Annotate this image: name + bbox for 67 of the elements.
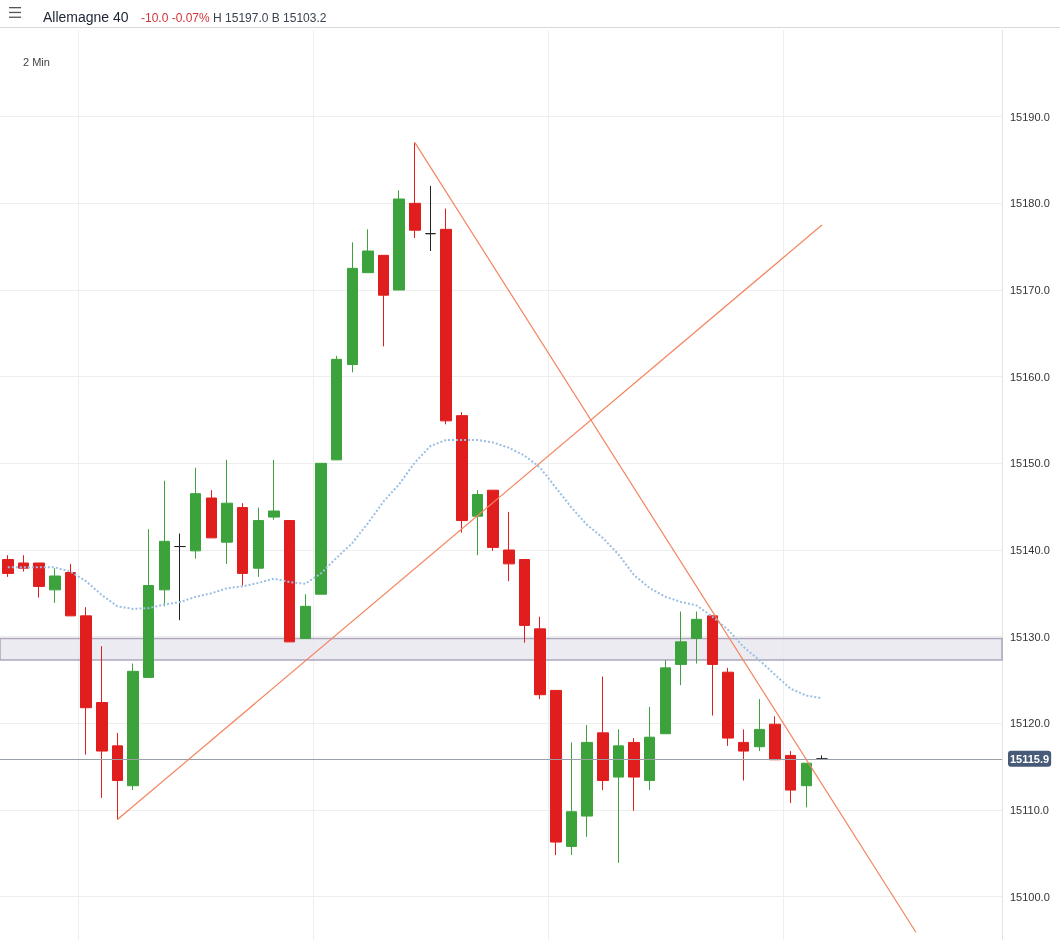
candlestick [769,715,781,761]
candlestick [534,616,546,700]
candlestick [33,562,45,599]
y-tick-label: 15100.0 [1010,890,1050,903]
candlestick [472,489,483,556]
chart-subtitle: -10.0 -0.07% H 15197.0 B 15103.2 [141,11,327,25]
candlestick [675,611,687,686]
candlestick [174,533,186,621]
candlestick [143,528,154,678]
candlestick [566,741,577,856]
candlestick [440,208,452,425]
candlestick [503,511,515,582]
candlestick [581,724,593,838]
candlestick [2,554,14,578]
candlestick [519,559,530,644]
candlestick [785,750,796,804]
candlestick [393,189,405,291]
candlestick [206,489,217,539]
y-tick-label: 15110.0 [1010,804,1049,816]
candlestick [754,698,765,752]
candlestick [425,185,436,252]
candlestick [237,502,248,587]
candlestick [628,737,640,812]
candlestick [253,507,264,578]
candlestick [378,254,389,347]
candlestick [65,563,76,617]
candlestick [644,706,655,791]
candlestick [284,520,295,643]
candlestick [268,459,280,521]
candlestick [613,728,624,864]
candlestick [660,659,671,735]
candlestick [80,606,92,756]
candlestick [315,462,327,595]
chart-title: Allemagne 40 [43,9,129,25]
candlestick [456,411,468,534]
y-tick-label: 15160.0 [1010,370,1050,383]
candlestick [816,754,828,760]
candlestick [801,762,812,808]
line-series [6,438,823,700]
candlestick [112,732,123,821]
candlestick [221,459,233,565]
candlestick [159,480,170,607]
candlestick [738,728,749,782]
y-tick-label: 15150.0 [1010,457,1050,470]
candlestick [707,615,718,717]
y-tick-label: 15130.0 [1010,630,1050,643]
candlestick [300,593,311,639]
annotation: 2 Min [23,55,50,68]
ref-line-label: 15115.9 [1010,752,1050,765]
candlestick [487,489,499,552]
candlestick [347,241,358,373]
candlestick [722,667,734,747]
candlestick [550,689,562,856]
candlestick [691,611,702,665]
candlestick [127,663,139,791]
candlestick [49,567,61,604]
candlestick [597,676,609,791]
candlestick [331,355,342,461]
y-tick-label: 15120.0 [1010,717,1050,730]
candlestick [362,228,374,274]
y-tick-label: 15190.0 [1010,110,1050,123]
y-tick-label: 15140.0 [1010,544,1050,556]
y-tick-label: 15180.0 [1010,197,1050,210]
candlestick [409,142,421,239]
y-tick-label: 15170.0 [1010,284,1050,296]
candlestick [96,645,108,799]
candlestick [190,467,201,560]
